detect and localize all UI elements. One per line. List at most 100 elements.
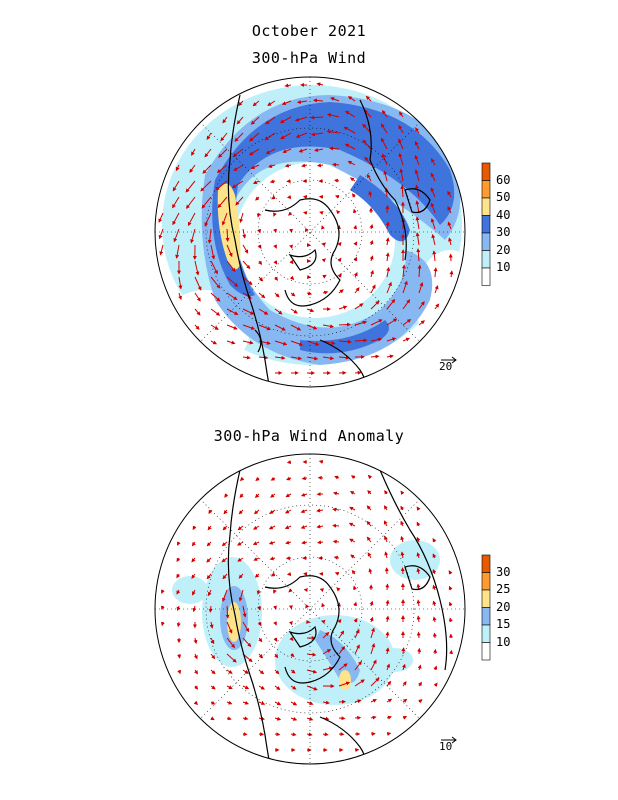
wind-vector	[386, 680, 392, 687]
wind-vector	[221, 557, 228, 563]
panel1-colorbar-swatch	[481, 215, 491, 234]
panel1-colorbar-label: 60	[496, 172, 511, 187]
wind-vector	[334, 195, 340, 199]
wind-vector	[279, 116, 292, 124]
wind-vector	[370, 643, 376, 655]
wind-vector	[191, 148, 196, 156]
wind-vector	[343, 126, 356, 134]
wind-vector	[206, 573, 212, 580]
wind-vector	[337, 241, 342, 247]
wind-vector	[367, 490, 372, 495]
wind-vector	[242, 700, 250, 705]
wind-vector	[273, 589, 277, 594]
panel1-reference-vector-label: 20	[439, 360, 453, 373]
wind-vector	[416, 552, 421, 559]
wind-vector	[367, 173, 372, 182]
wind-vector	[224, 493, 229, 498]
wind-vector	[447, 190, 452, 198]
wind-vector	[398, 138, 404, 150]
wind-vector	[370, 699, 378, 703]
wind-vector	[250, 116, 260, 125]
wind-vector	[265, 148, 276, 154]
wind-vector	[242, 355, 251, 360]
wind-vector	[402, 280, 408, 294]
wind-vector	[273, 228, 277, 233]
wind-vector	[329, 146, 340, 151]
wind-vector	[385, 615, 390, 623]
panel2-colorbar-label: 30	[496, 564, 511, 579]
wind-vector	[290, 701, 298, 706]
wind-vector	[258, 669, 265, 675]
wind-vector	[178, 276, 183, 290]
wind-vector	[273, 605, 277, 610]
wind-vector	[176, 557, 181, 563]
wind-vector	[254, 573, 260, 578]
wind-vector	[332, 162, 340, 167]
wind-vector	[231, 180, 244, 189]
wind-vector	[370, 677, 380, 687]
wind-vector	[270, 493, 276, 498]
wind-vector	[226, 244, 233, 258]
wind-vector	[160, 621, 165, 627]
wind-vector	[448, 237, 452, 246]
wind-vector	[273, 637, 278, 642]
wind-vector	[226, 685, 233, 689]
wind-vector	[401, 663, 406, 671]
wind-vector	[258, 653, 264, 659]
wind-vector	[285, 540, 292, 545]
wind-vector	[290, 732, 297, 737]
panel2-colorbar-swatch	[481, 554, 491, 573]
wind-vector	[400, 490, 405, 495]
wind-vector	[418, 282, 424, 294]
panel1-title: 300-hPa Wind	[251, 49, 367, 67]
wind-vector	[237, 541, 244, 546]
wind-vector	[194, 292, 201, 302]
wind-vector	[310, 132, 324, 137]
wind-vector	[347, 96, 356, 102]
wind-vector	[369, 255, 374, 262]
wind-vector	[284, 163, 292, 168]
wind-vector	[286, 460, 292, 465]
wind-vector	[294, 116, 308, 122]
wind-vector	[306, 356, 319, 361]
panel1-colorbar-swatch	[481, 180, 491, 199]
wind-vector	[290, 356, 303, 361]
panel2-colorbar-swatch	[481, 589, 491, 608]
wind-vector	[236, 116, 244, 125]
wind-vector	[193, 700, 198, 706]
wind-vector	[194, 308, 201, 316]
wind-vector	[274, 308, 283, 315]
wind-vector	[432, 600, 437, 607]
wind-vector	[332, 539, 340, 544]
wind-vector	[366, 505, 372, 511]
wind-vector	[447, 206, 452, 214]
wind-vector	[225, 228, 230, 242]
wind-vector	[398, 124, 404, 134]
panel1-colorbar-swatch	[481, 267, 491, 286]
wind-vector	[194, 324, 200, 330]
wind-vector	[353, 618, 358, 623]
wind-vector	[400, 551, 405, 559]
wind-vector	[290, 324, 302, 331]
wind-vector	[385, 599, 390, 607]
panel2-colorbar-swatch	[481, 624, 491, 643]
panel2-colorbar-swatch	[481, 607, 491, 626]
wind-vector	[434, 285, 439, 294]
wind-vector	[206, 132, 212, 141]
wind-vector	[250, 164, 260, 169]
wind-vector	[268, 540, 276, 545]
wind-vector	[386, 715, 392, 720]
wind-vector	[386, 698, 393, 703]
wind-vector	[290, 685, 297, 690]
wind-vector	[185, 180, 196, 193]
wind-vector	[253, 509, 260, 515]
wind-vector	[322, 274, 327, 279]
wind-vector	[252, 541, 260, 545]
wind-vector	[338, 630, 345, 639]
wind-vector	[385, 631, 390, 639]
wind-vectors	[158, 82, 454, 375]
wind-vector	[370, 627, 375, 639]
wind-vector	[175, 164, 180, 172]
wind-vector	[385, 237, 390, 246]
wind-vector	[191, 557, 196, 563]
